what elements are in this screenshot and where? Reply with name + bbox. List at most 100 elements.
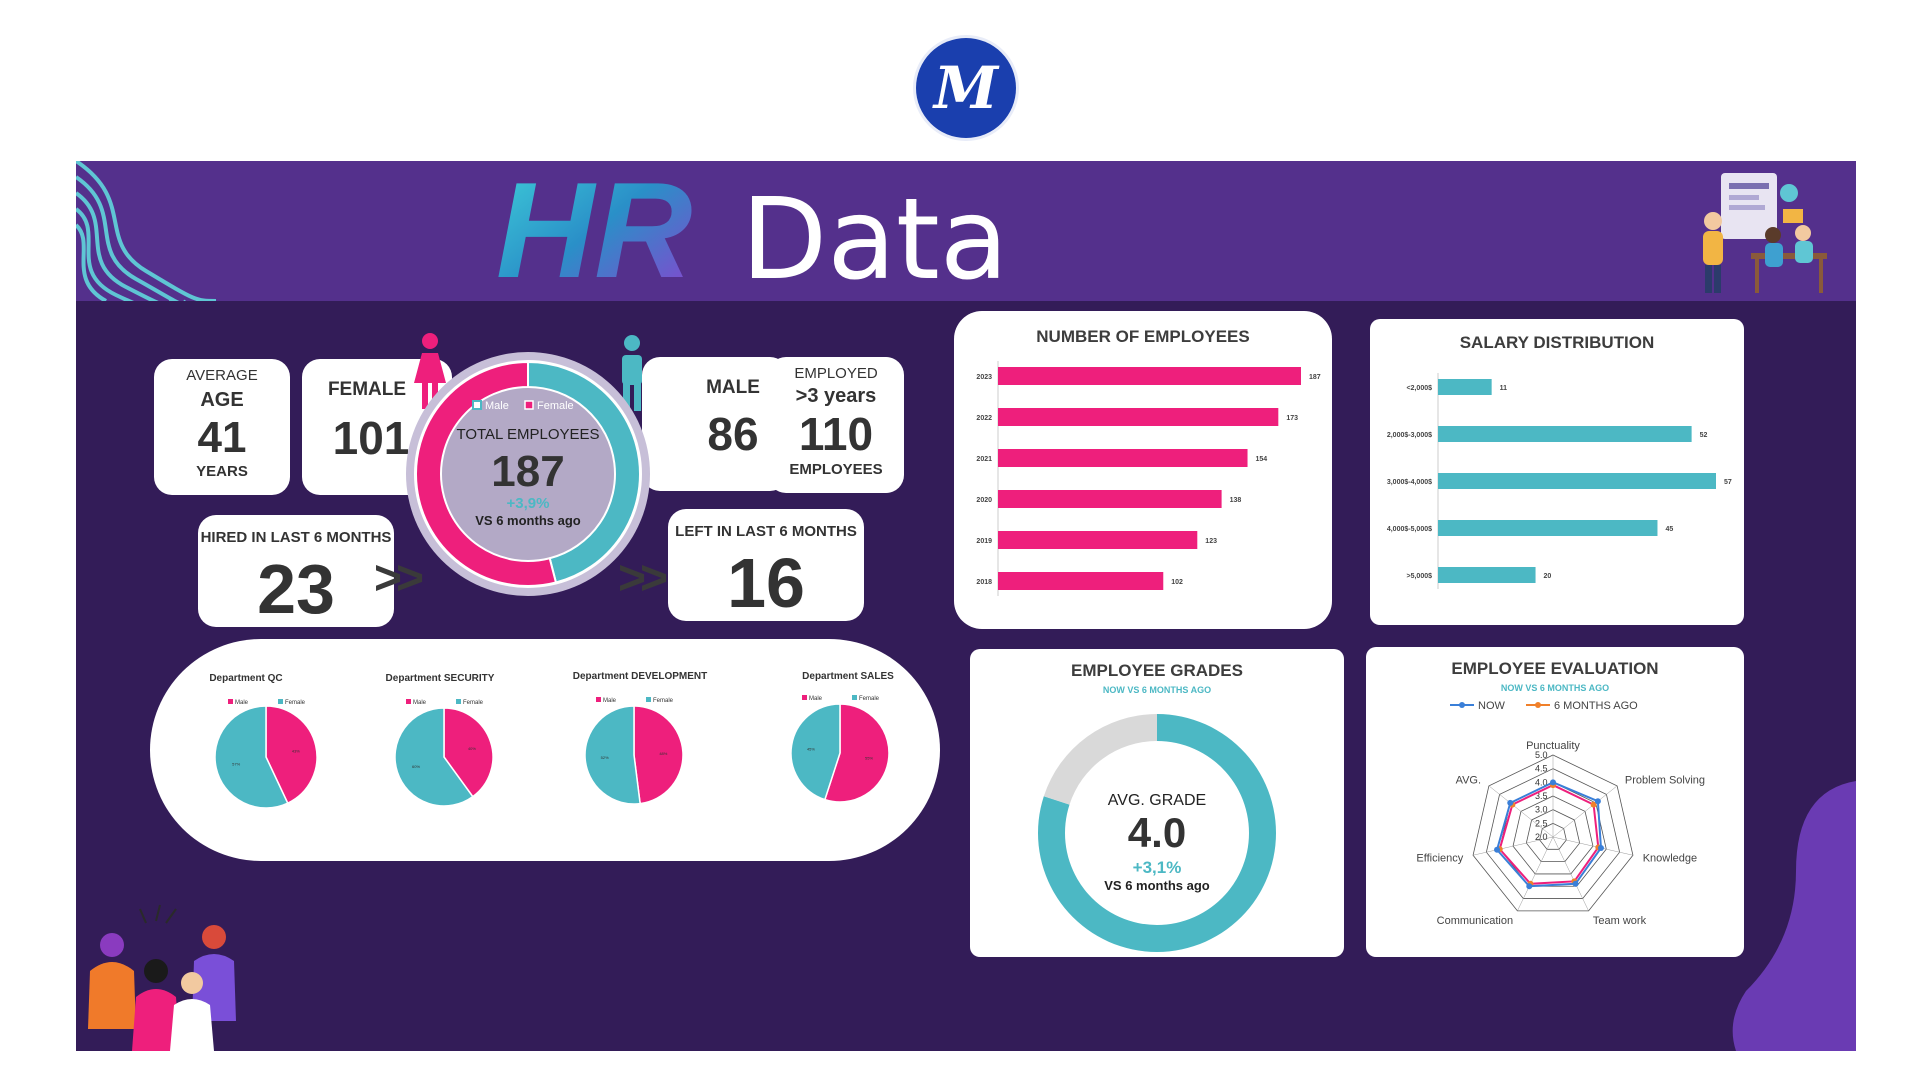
radar-point — [1526, 883, 1533, 890]
radar-legend-label: NOW — [1478, 700, 1506, 712]
avg-grade-donut: AVG. GRADE 4.0 +3,1% VS 6 months ago — [1038, 714, 1276, 952]
bar-value-label: 138 — [1230, 497, 1242, 504]
brand-logo-letter: M — [933, 54, 999, 122]
age-label: AGE — [200, 389, 244, 411]
radar-axis-label: Problem Solving — [1625, 775, 1705, 787]
department-slice-female — [633, 705, 684, 805]
hr-logo-text: HR — [496, 165, 692, 299]
salary-distribution-title: SALARY DISTRIBUTION — [1459, 333, 1655, 352]
department-slice-male — [214, 705, 289, 809]
avg-grade-label: AVG. GRADE — [1108, 792, 1206, 809]
banner — [76, 161, 1856, 301]
average-age-label: AVERAGE — [186, 367, 258, 384]
number-of-employees-title: NUMBER OF EMPLOYEES — [1036, 327, 1250, 346]
avg-grade-value: 4.0 — [1128, 809, 1186, 856]
department-slice-female — [443, 707, 494, 798]
bar-category-label: 2,000$-3,000$ — [1387, 432, 1432, 439]
legend-female-label: Female — [859, 696, 880, 702]
radar-point — [1494, 846, 1501, 853]
employee-evaluation-card: EMPLOYEE EVALUATION NOW VS 6 MONTHS AGO … — [1366, 647, 1744, 957]
bar-category-label: 2020 — [976, 497, 992, 504]
department-title: Department SALES — [802, 671, 894, 682]
department-legend: Male Female — [802, 695, 880, 702]
department-female-value: 48% — [659, 751, 667, 756]
radar-axis-label: Knowledge — [1643, 852, 1697, 864]
legend-female-swatch — [456, 699, 461, 704]
department-male-value: 52% — [601, 755, 609, 760]
hr-logo: HR — [496, 165, 692, 299]
radar-spoke — [1552, 785, 1618, 838]
department-legend: Male Female — [228, 699, 306, 706]
radar-spoke — [1552, 836, 1589, 911]
left-value: 16 — [727, 544, 805, 622]
bar-category-label: 2023 — [976, 374, 992, 381]
avg-grade-compare: VS 6 months ago — [1104, 878, 1210, 893]
bar-category-label: >5,000$ — [1407, 573, 1433, 580]
legend-male-label: Male — [413, 700, 427, 706]
bar-value-label: 52 — [1700, 432, 1708, 439]
bar-category-label: 3,000$-4,000$ — [1387, 479, 1432, 486]
legend-male-label: Male — [809, 696, 823, 702]
department-slice-female — [265, 705, 318, 805]
department-legend: Male Female — [406, 699, 484, 706]
department-title: Department QC — [209, 673, 282, 684]
employee-evaluation-radar: NOW 6 MONTHS AGO 2.0 2.5 3.0 3.5 4.0 4.5 5.0Punc… — [1416, 700, 1705, 927]
avg-grade-change: +3,1% — [1133, 858, 1182, 877]
bar-2018 — [998, 572, 1164, 590]
bar->5,000$ — [1438, 567, 1536, 583]
bar-value-label: 20 — [1544, 573, 1552, 580]
bar-category-label: <2,000$ — [1407, 385, 1433, 392]
salary-distribution-card: SALARY DISTRIBUTION <2,000$ 11 2,000$-3,00… — [1370, 319, 1744, 625]
bar-category-label: 2018 — [976, 579, 992, 586]
left-last-6-months-card: LEFT IN LAST 6 MONTHS 16 — [668, 509, 864, 622]
legend-male-swatch — [802, 695, 807, 700]
departments-panel: Department QC Male Female 43% 57% Department … — [150, 639, 940, 861]
employee-evaluation-title: EMPLOYEE EVALUATION — [1451, 659, 1659, 678]
left-arrows: >> — [618, 552, 668, 605]
department-male-value: 57% — [232, 762, 240, 767]
bar-value-label: 123 — [1205, 538, 1217, 545]
radar-axis-label: Communication — [1437, 915, 1513, 927]
radar-point — [1550, 779, 1556, 786]
radar-axis-label: Team work — [1593, 915, 1647, 927]
bar-2023 — [998, 367, 1301, 385]
bar-category-label: 2019 — [976, 538, 992, 545]
employed-value: 110 — [798, 408, 874, 460]
radar-grid-ring — [1539, 822, 1567, 850]
employed-label: EMPLOYED — [794, 365, 878, 382]
wave-lines-decoration — [76, 161, 216, 301]
radar-point — [1597, 844, 1604, 851]
total-employees-compare: VS 6 months ago — [475, 513, 581, 528]
radar-series-now — [1495, 781, 1602, 888]
department-female-value: 43% — [292, 748, 300, 753]
radar-grid-ring — [1485, 768, 1621, 899]
hired-value: 23 — [257, 550, 335, 628]
male-value: 86 — [707, 408, 759, 460]
bar-2021 — [998, 449, 1248, 467]
radar-axis-label: Punctuality — [1526, 740, 1580, 752]
radar-spoke — [1517, 836, 1554, 911]
employee-grades-title: EMPLOYEE GRADES — [1071, 661, 1243, 680]
bar-2022 — [998, 408, 1279, 426]
legend-female-label: Female — [653, 698, 674, 704]
male-count-card: MALE 86 — [642, 357, 788, 491]
radar-point — [1572, 880, 1579, 887]
average-age-card: AVERAGE AGE 41 YEARS — [154, 359, 290, 495]
department-slice-male — [394, 707, 474, 807]
radar-tick-label: 2.5 — [1535, 818, 1548, 828]
bar-category-label: 2022 — [976, 415, 992, 422]
bar-value-label: 102 — [1171, 579, 1183, 586]
radar-point — [1590, 801, 1597, 808]
radar-spoke — [1488, 785, 1554, 838]
bar-value-label: 187 — [1309, 374, 1321, 381]
employed-unit: EMPLOYEES — [789, 461, 883, 478]
female-figure-icon — [414, 333, 446, 409]
department-female-value: 55% — [865, 756, 873, 761]
department-title: Department SECURITY — [386, 673, 495, 684]
male-label: MALE — [706, 377, 760, 398]
hired-label: HIRED IN LAST 6 MONTHS — [200, 529, 392, 546]
total-legend-male: Male — [485, 400, 509, 412]
bar-value-label: 173 — [1286, 415, 1298, 422]
department-male-value: 45% — [807, 746, 815, 751]
